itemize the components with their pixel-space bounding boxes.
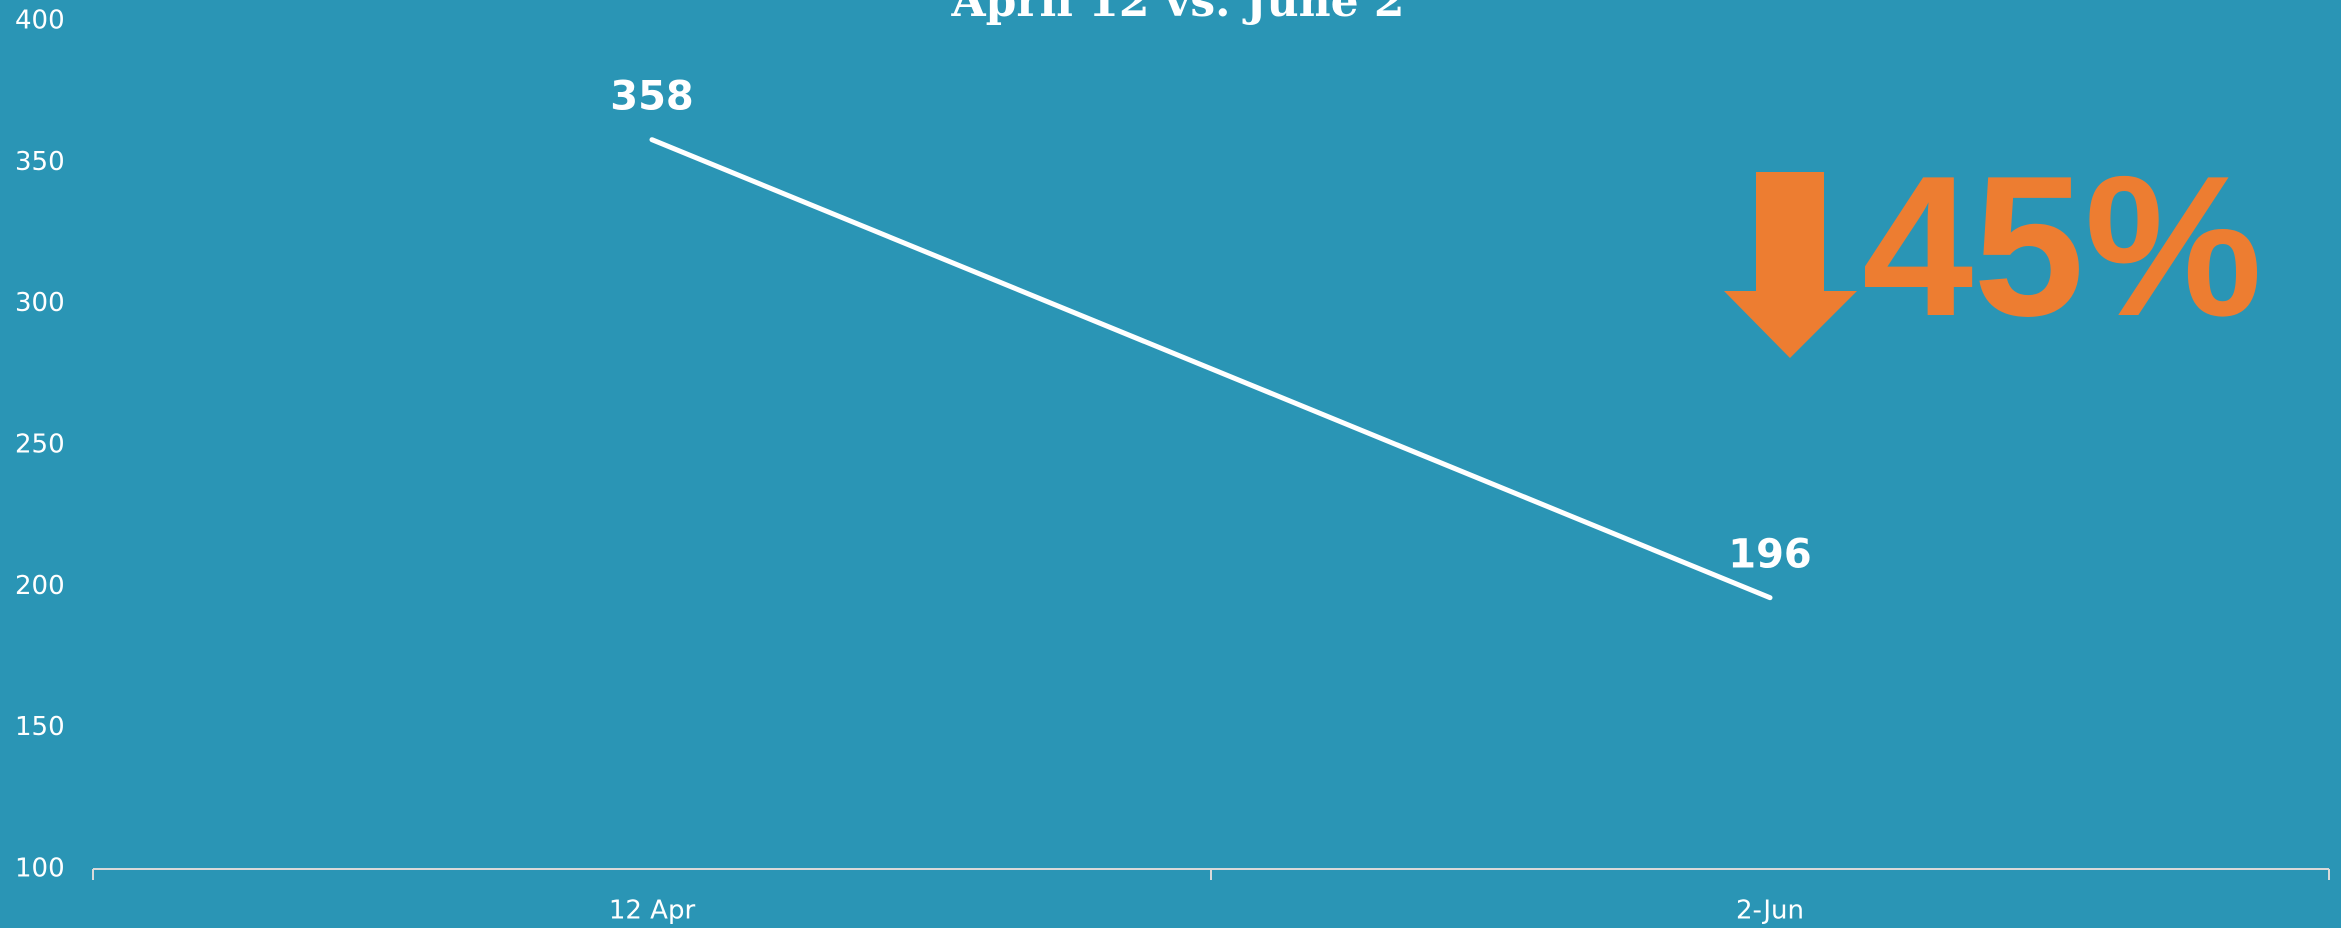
down-arrow xyxy=(1724,172,1857,358)
y-tick-label: 100 xyxy=(15,854,65,884)
line xyxy=(649,137,1773,601)
y-tick-label: 150 xyxy=(15,712,65,742)
y-tick-label: 200 xyxy=(15,571,65,601)
y-tick-label: 250 xyxy=(15,430,65,460)
x-tick-label: 2-Jun xyxy=(1736,896,1804,926)
y-tick-label: 300 xyxy=(15,288,65,318)
chart-title: April 12 vs. June 2 xyxy=(950,0,1404,27)
annotation: 45% xyxy=(1862,135,2262,358)
data-label: 196 xyxy=(1728,532,1812,578)
data-label: 358 xyxy=(610,74,694,120)
y-tick-label: 350 xyxy=(15,147,65,177)
y-tick-label: 400 xyxy=(15,6,65,36)
x-tick-label: 12 Apr xyxy=(609,896,696,926)
